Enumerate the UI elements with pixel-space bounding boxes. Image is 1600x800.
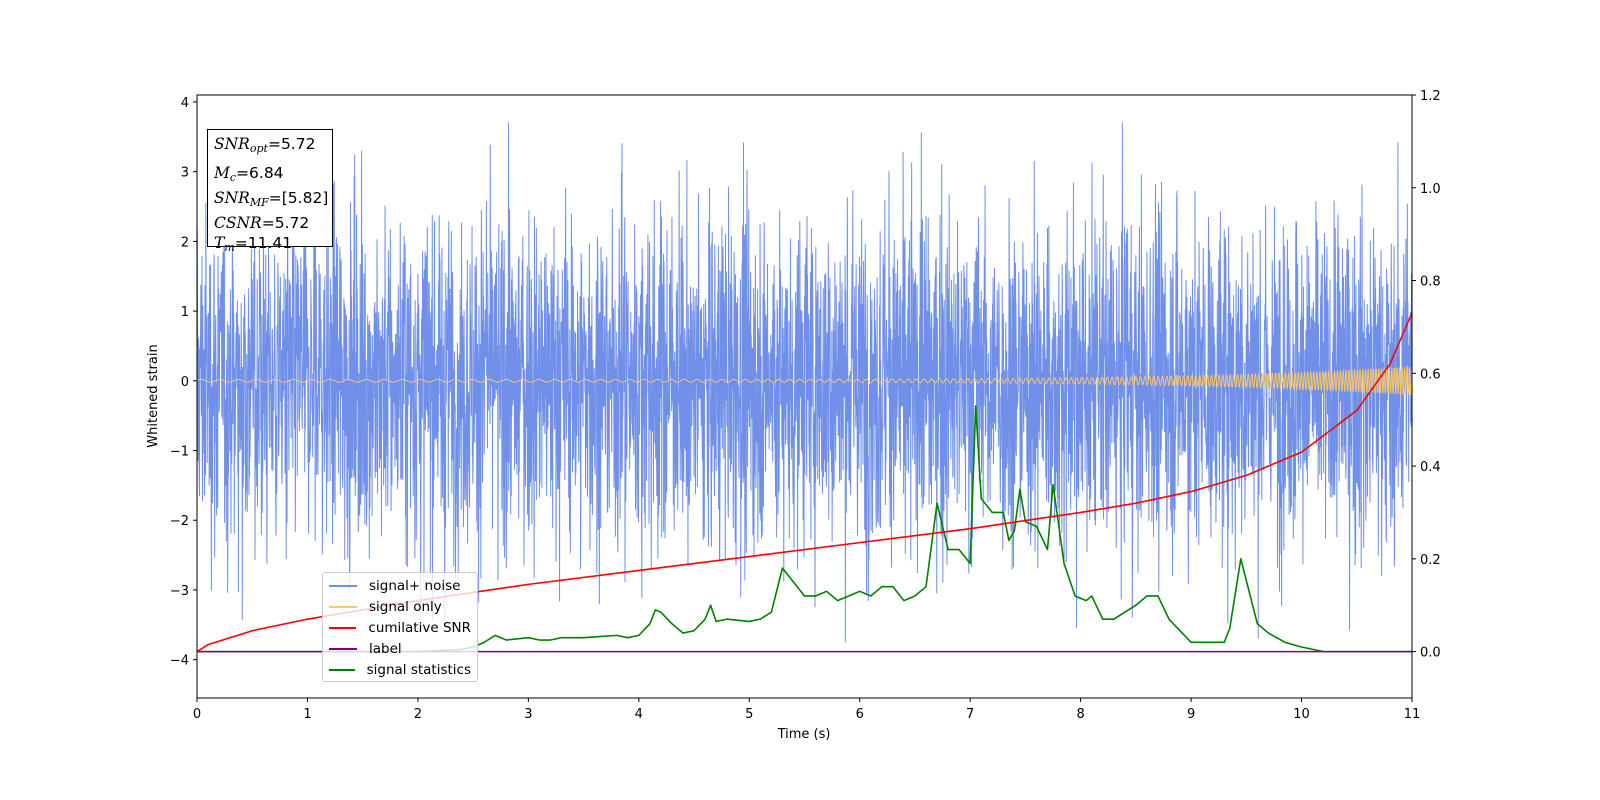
y-axis-title: Whitened strain	[146, 344, 161, 447]
x-tick-label: 2	[414, 707, 422, 722]
y2-tick-label: 0.2	[1420, 553, 1441, 568]
y-tick-label: 4	[181, 96, 189, 111]
series-signal-noise	[197, 122, 1412, 643]
legend-label-label: label	[369, 640, 402, 657]
signal-noise-line	[197, 122, 1412, 643]
y-axis-right: 1.2 1.0 0.8 0.6 0.4 0.2 0.0	[1412, 89, 1441, 661]
x-tick-label: 4	[635, 707, 643, 722]
mc-row: Mc=6.84	[214, 163, 326, 188]
legend-swatch-signal-noise	[329, 585, 357, 588]
legend: signal+ noise signal only cumilative SNR…	[322, 572, 478, 682]
x-tick-label: 3	[524, 707, 532, 722]
tm-row: Tm=11.41	[214, 233, 326, 258]
x-tick-label: 0	[193, 707, 201, 722]
legend-label-signal-statistics: signal statistics	[366, 661, 471, 678]
legend-swatch-signal-only	[329, 606, 357, 609]
x-tick-label: 6	[856, 707, 864, 722]
legend-item-signal-noise: signal+ noise	[329, 576, 471, 597]
snr-opt-symbol: SNR	[214, 135, 250, 153]
series-signal-only	[197, 366, 1412, 397]
y-tick-label: −3	[170, 584, 189, 599]
snr-opt-subscript: opt	[249, 142, 268, 155]
plot-frame	[196, 94, 1413, 699]
snr-mf-symbol: SNR	[214, 189, 250, 207]
x-tick-label: 5	[745, 707, 753, 722]
legend-label-signal-only: signal only	[369, 599, 442, 616]
signal-only-line	[197, 366, 1412, 397]
x-tick-label: 10	[1293, 707, 1310, 722]
mc-value: =6.84	[236, 164, 284, 182]
legend-label-signal-noise: signal+ noise	[369, 578, 461, 595]
legend-label-cumulative-snr: cumilative SNR	[368, 619, 471, 636]
tm-symbol: T	[214, 234, 225, 252]
y2-tick-label: 1.0	[1420, 182, 1441, 197]
legend-swatch-signal-statistics	[329, 668, 355, 671]
cumulative-snr-line	[197, 312, 1412, 653]
snr-mf-value: =[5.82]	[268, 189, 329, 207]
csnr-row: CSNR=5.72	[214, 213, 326, 233]
tm-value: =11.41	[234, 234, 293, 252]
y2-tick-label: 0.6	[1420, 367, 1441, 382]
x-tick-label: 9	[1187, 707, 1195, 722]
y-axis-left: 4 3 2 1 0 −1 −2 −3 −4	[170, 96, 197, 669]
y2-tick-label: 0.0	[1420, 646, 1441, 661]
x-axis: 0 1 2 3 4 5 6 7 8 9 10 11	[193, 698, 1420, 722]
legend-item-label: label	[329, 638, 471, 659]
stats-annotation-box: SNRopt=5.72 Mc=6.84 SNRMF=[5.82] CSNR=5.…	[207, 129, 333, 254]
csnr-symbol: CSNR	[214, 214, 262, 232]
x-tick-label: 1	[303, 707, 311, 722]
y-tick-label: 0	[181, 375, 189, 390]
snr-mf-subscript: MF	[249, 196, 269, 209]
y-tick-label: −1	[170, 445, 189, 460]
x-axis-title: Time (s)	[777, 727, 831, 742]
tm-subscript: m	[224, 241, 235, 254]
legend-swatch-cumulative-snr	[329, 626, 357, 629]
y-tick-label: −4	[170, 654, 189, 669]
snr-opt-value: =5.72	[267, 135, 316, 153]
legend-swatch-label	[329, 647, 357, 650]
x-tick-label: 7	[966, 707, 974, 722]
snr-mf-row: SNRMF=[5.82]	[214, 188, 329, 213]
y2-tick-label: 1.2	[1420, 89, 1441, 104]
y-tick-label: −2	[170, 514, 189, 529]
y-tick-label: 3	[181, 166, 189, 181]
legend-item-signal-statistics: signal statistics	[329, 659, 471, 680]
y2-tick-label: 0.8	[1420, 275, 1441, 290]
x-tick-label: 11	[1404, 707, 1421, 722]
legend-item-cumulative-snr: cumilative SNR	[329, 618, 471, 639]
legend-item-signal-only: signal only	[329, 597, 471, 618]
y2-tick-label: 0.4	[1420, 460, 1441, 475]
signal-statistics-line	[197, 404, 1412, 653]
mc-subscript: c	[229, 171, 237, 184]
mc-symbol: M	[214, 164, 230, 182]
x-tick-label: 8	[1076, 707, 1084, 722]
csnr-value: =5.72	[261, 214, 310, 232]
y-tick-label: 1	[181, 305, 189, 320]
snr-opt-row: SNRopt=5.72	[214, 134, 326, 159]
y-tick-label: 2	[181, 235, 189, 250]
